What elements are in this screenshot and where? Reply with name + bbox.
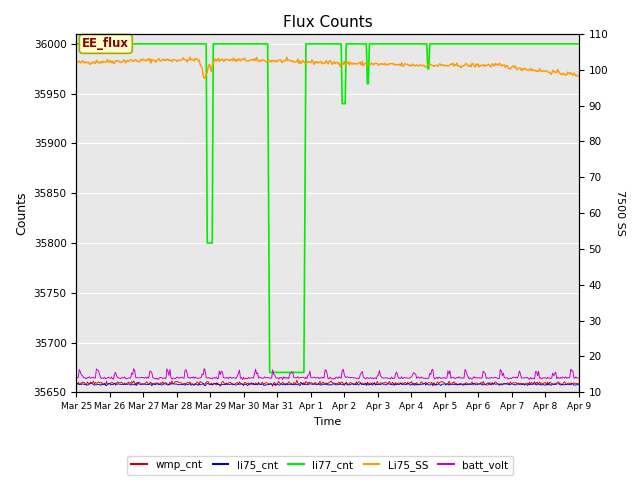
Title: Flux Counts: Flux Counts bbox=[283, 15, 372, 30]
Y-axis label: Counts: Counts bbox=[15, 192, 28, 235]
Legend: wmp_cnt, li75_cnt, li77_cnt, Li75_SS, batt_volt: wmp_cnt, li75_cnt, li77_cnt, Li75_SS, ba… bbox=[127, 456, 513, 475]
Text: EE_flux: EE_flux bbox=[83, 37, 129, 50]
X-axis label: Time: Time bbox=[314, 417, 341, 427]
Y-axis label: 7500 SS: 7500 SS bbox=[615, 190, 625, 236]
